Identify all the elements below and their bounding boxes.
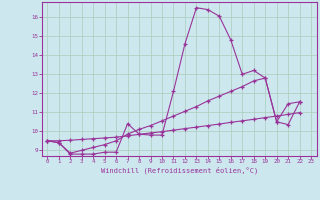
X-axis label: Windchill (Refroidissement éolien,°C): Windchill (Refroidissement éolien,°C) — [100, 167, 258, 174]
